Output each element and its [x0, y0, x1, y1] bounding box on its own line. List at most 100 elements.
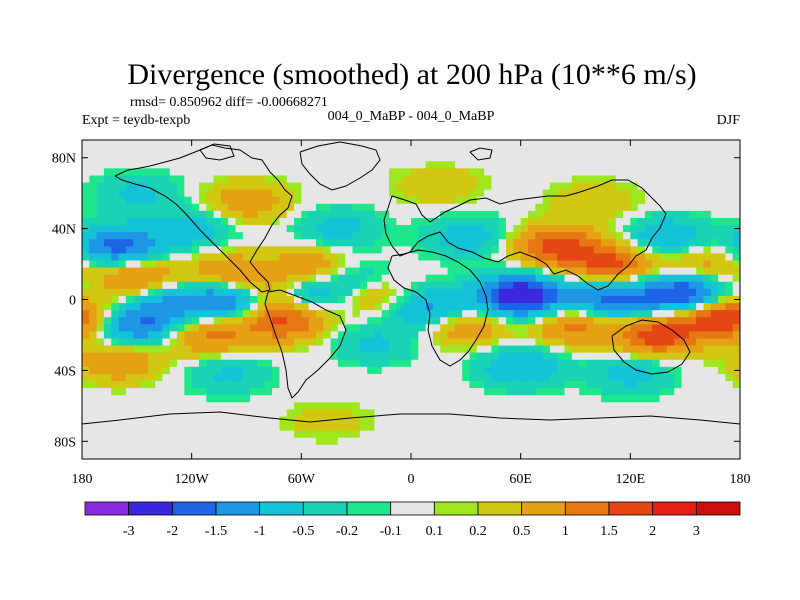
- field-cell: [498, 310, 507, 318]
- field-cell: [257, 196, 266, 205]
- field-cell: [89, 203, 98, 212]
- field-cell: [111, 182, 119, 191]
- field-cell: [681, 381, 690, 389]
- field-cell: [213, 423, 222, 432]
- field-cell: [294, 345, 302, 354]
- field-cell: [169, 423, 178, 432]
- field-cell: [549, 260, 558, 268]
- field-cell: [308, 451, 317, 460]
- field-cell: [228, 281, 236, 290]
- field-cell: [659, 274, 668, 283]
- field-cell: [250, 196, 258, 205]
- field-cell: [125, 154, 134, 162]
- field-cell: [703, 225, 712, 233]
- field-cell: [681, 366, 690, 375]
- field-cell: [381, 253, 390, 261]
- field-cell: [337, 154, 346, 162]
- field-cell: [644, 437, 653, 446]
- field-cell: [389, 168, 397, 176]
- field-cell: [389, 161, 397, 169]
- field-cell: [571, 217, 580, 226]
- field-cell: [315, 239, 324, 247]
- field-cell: [323, 444, 331, 453]
- field-cell: [542, 324, 551, 332]
- field-cell: [659, 345, 668, 354]
- field-cell: [623, 451, 631, 460]
- field-cell: [579, 388, 587, 396]
- field-cell: [710, 210, 719, 219]
- field-cell: [103, 225, 112, 233]
- field-cell: [323, 373, 331, 382]
- field-cell: [213, 267, 222, 276]
- field-cell: [118, 161, 127, 169]
- field-cell: [491, 437, 500, 446]
- field-cell: [169, 437, 178, 446]
- field-cell: [264, 331, 273, 339]
- x-tick-label: 180: [72, 472, 93, 487]
- field-cell: [140, 402, 149, 410]
- field-cell: [198, 381, 207, 389]
- field-cell: [235, 331, 244, 339]
- field-cell: [586, 373, 595, 382]
- field-cell: [725, 366, 734, 375]
- field-cell: [96, 317, 105, 325]
- field-cell: [396, 288, 405, 297]
- field-cell: [367, 281, 375, 290]
- field-cell: [725, 140, 734, 148]
- field-cell: [520, 416, 529, 424]
- field-cell: [666, 310, 675, 318]
- field-cell: [308, 324, 317, 332]
- field-cell: [564, 203, 573, 212]
- field-cell: [644, 260, 653, 268]
- field-cell: [308, 366, 317, 375]
- field-cell: [155, 189, 163, 198]
- field-cell: [659, 210, 668, 219]
- field-cell: [659, 416, 668, 424]
- field-cell: [279, 267, 288, 276]
- field-cell: [476, 317, 485, 325]
- field-cell: [177, 217, 185, 226]
- field-cell: [681, 203, 690, 212]
- field-cell: [155, 232, 163, 240]
- field-cell: [557, 409, 565, 417]
- field-cell: [535, 225, 543, 233]
- field-cell: [286, 430, 295, 439]
- field-cell: [476, 303, 485, 311]
- field-cell: [389, 395, 397, 403]
- field-cell: [169, 366, 178, 375]
- field-cell: [308, 239, 317, 247]
- field-cell: [440, 232, 448, 240]
- field-cell: [615, 196, 624, 205]
- field-cell: [367, 352, 375, 361]
- field-cell: [557, 352, 565, 361]
- field-cell: [272, 210, 280, 219]
- field-cell: [147, 303, 156, 311]
- field-cell: [703, 281, 712, 290]
- field-cell: [498, 147, 507, 155]
- field-cell: [418, 140, 427, 148]
- field-cell: [228, 303, 236, 311]
- field-cell: [191, 203, 200, 212]
- field-cell: [710, 381, 719, 389]
- field-cell: [527, 310, 536, 318]
- field-cell: [345, 239, 353, 247]
- field-cell: [513, 246, 522, 254]
- field-cell: [118, 373, 127, 382]
- field-cell: [374, 451, 383, 460]
- field-cell: [491, 303, 500, 311]
- field-cell: [469, 388, 478, 396]
- field-cell: [513, 324, 522, 332]
- field-cell: [469, 317, 478, 325]
- field-cell: [593, 366, 602, 375]
- field-cell: [571, 196, 580, 205]
- field-cell: [630, 444, 639, 453]
- field-cell: [96, 281, 105, 290]
- field-cell: [476, 310, 485, 318]
- field-cell: [279, 409, 288, 417]
- field-cell: [557, 196, 565, 205]
- field-cell: [184, 225, 193, 233]
- field-cell: [206, 345, 214, 354]
- field-cell: [586, 140, 595, 148]
- field-cell: [615, 274, 624, 283]
- field-cell: [242, 423, 251, 432]
